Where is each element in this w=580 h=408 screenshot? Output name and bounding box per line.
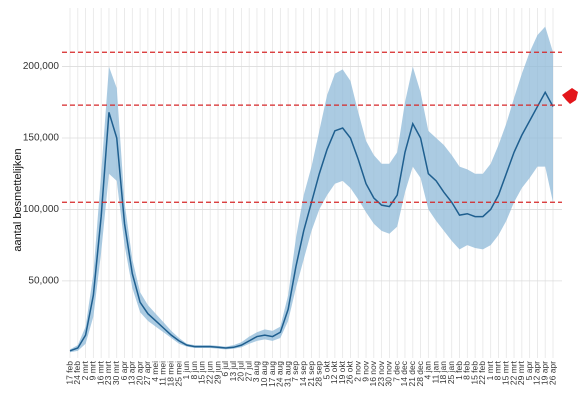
x-tick-label: 2 mrt bbox=[80, 360, 90, 380]
x-tick-label: 3 aug bbox=[251, 361, 261, 383]
x-tick-label: 6 apr bbox=[119, 361, 129, 381]
x-tick-label: 11 jan bbox=[430, 361, 440, 384]
x-tick-label: 25 mei bbox=[173, 361, 183, 387]
x-tick-label: 11 mei bbox=[158, 361, 168, 386]
x-tick-label: 13 jul bbox=[228, 361, 238, 381]
x-tick-label: 4 mei bbox=[150, 361, 160, 382]
x-tick-label: 9 mrt bbox=[88, 360, 98, 380]
x-tick-label: 22 jun bbox=[204, 361, 214, 384]
x-tick-label: 29 mrt bbox=[516, 360, 526, 385]
x-tick-label: 9 nov bbox=[360, 360, 370, 382]
x-tick-label: 17 feb bbox=[64, 361, 74, 385]
x-tick-label: 21 sep bbox=[306, 361, 316, 387]
x-tick-label: 15 feb bbox=[469, 361, 479, 385]
x-tick-label: 31 aug bbox=[282, 361, 292, 387]
x-tick-label: 23 nov bbox=[376, 360, 386, 386]
y-tick-label: 200,000 bbox=[23, 61, 60, 72]
x-tick-label: 8 mrt bbox=[493, 360, 503, 380]
x-tick-label: 15 mrt bbox=[501, 360, 511, 385]
y-tick-label: 50,000 bbox=[28, 275, 59, 286]
x-tick-label: 17 aug bbox=[267, 361, 277, 387]
x-tick-label: 19 okt bbox=[337, 360, 347, 384]
x-tick-label: 23 mrt bbox=[103, 360, 113, 385]
x-tick-label: 22 feb bbox=[477, 361, 487, 385]
confidence-band bbox=[70, 26, 553, 353]
x-tick-label: 1 jun bbox=[181, 361, 191, 380]
x-tick-label: 12 apr bbox=[532, 361, 542, 385]
y-tick-label: 100,000 bbox=[23, 204, 60, 215]
x-tick-label: 6 jul bbox=[220, 361, 230, 377]
x-tick-label: 18 mei bbox=[166, 361, 176, 387]
x-tick-label: 30 nov bbox=[384, 360, 394, 386]
x-tick-label: 14 sep bbox=[298, 361, 308, 387]
x-tick-label: 22 mrt bbox=[508, 360, 518, 385]
x-tick-label: 26 apr bbox=[547, 361, 557, 385]
x-tick-label: 8 feb bbox=[462, 361, 472, 380]
x-tick-label: 14 dec bbox=[399, 360, 409, 386]
x-tick-label: 29 jun bbox=[212, 361, 222, 384]
x-tick-label: 5 apr bbox=[524, 361, 534, 381]
x-tick-label: 27 apr bbox=[142, 361, 152, 385]
x-tick-label: 16 mrt bbox=[95, 360, 105, 385]
x-tick-label: 26 okt bbox=[345, 360, 355, 384]
x-tick-label: 20 apr bbox=[134, 361, 144, 385]
x-tick-label: 25 jan bbox=[446, 361, 456, 384]
marker-arrow bbox=[562, 88, 578, 104]
x-tick-label: 24 feb bbox=[72, 361, 82, 385]
x-tick-label: 1 feb bbox=[454, 361, 464, 380]
x-tick-label: 30 mrt bbox=[111, 360, 121, 385]
x-tick-label: 8 jun bbox=[189, 361, 199, 380]
x-tick-label: 18 jan bbox=[438, 361, 448, 384]
x-tick-label: 24 aug bbox=[275, 361, 285, 387]
x-tick-label: 20 jul bbox=[236, 361, 246, 381]
x-tick-label: 10 aug bbox=[259, 361, 269, 387]
x-tick-label: 28 dec bbox=[415, 360, 425, 386]
x-tick-label: 4 jan bbox=[423, 361, 433, 380]
y-tick-label: 150,000 bbox=[23, 133, 60, 144]
x-tick-label: 12 okt bbox=[329, 360, 339, 384]
x-tick-label: 21 dec bbox=[407, 360, 417, 386]
x-tick-label: 5 okt bbox=[321, 360, 331, 379]
x-tick-label: 16 nov bbox=[368, 360, 378, 386]
x-tick-label: 27 jul bbox=[243, 361, 253, 381]
x-tick-label: 28 sep bbox=[314, 361, 324, 387]
x-tick-label: 2 nov bbox=[352, 360, 362, 382]
x-tick-label: 1 mrt bbox=[485, 360, 495, 380]
x-tick-label: 7 dec bbox=[391, 360, 401, 382]
x-tick-label: 7 sep bbox=[290, 361, 300, 382]
x-tick-label: 13 apr bbox=[127, 361, 137, 385]
y-axis-label: aantal besmettelijken bbox=[12, 148, 24, 251]
x-tick-label: 19 apr bbox=[539, 361, 549, 385]
x-tick-label: 15 jun bbox=[197, 361, 207, 384]
